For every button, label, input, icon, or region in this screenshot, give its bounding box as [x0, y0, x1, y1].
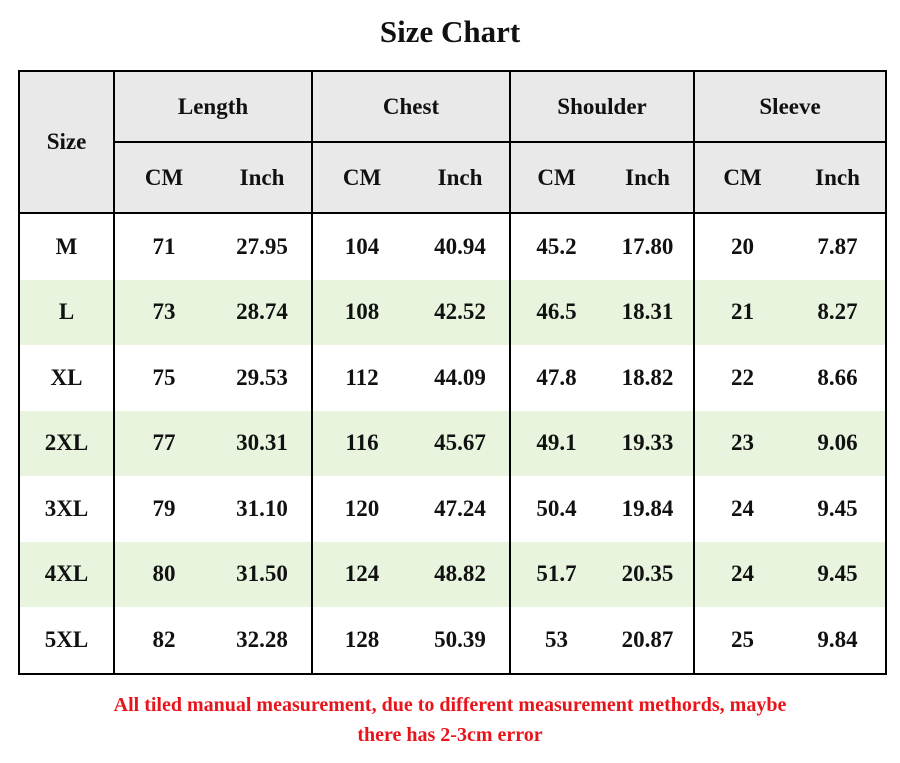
group-header: Sleeve — [693, 71, 887, 143]
value-cell: 20.87 — [621, 626, 674, 652]
value-cell: 24 — [693, 541, 791, 607]
value-cell: 20.35 — [602, 541, 695, 607]
unit-row: CM Inch CM Inch CM Inch CM Inch — [19, 142, 887, 214]
value-cell: 82 — [113, 607, 213, 674]
title: Size Chart — [379, 14, 521, 49]
size-row: M 71 27.95 104 40.94 45.2 17.80 20 7.87 — [19, 213, 886, 280]
value-cell: 75 — [113, 345, 213, 411]
value-cell: 46.5 — [509, 279, 603, 345]
value-cell: 45.67 — [411, 410, 511, 476]
table-header: Size Length Chest Shoulder Sleeve CM Inch CM Inc… — [19, 71, 887, 214]
value-cell: 9.45 — [790, 541, 887, 607]
value-cell: 27.95 — [236, 233, 288, 259]
value-cell: 79 — [113, 476, 213, 542]
value-cell: 53 — [509, 607, 603, 674]
value-cell: 17.80 — [621, 233, 674, 259]
size-table: Size Length Chest Shoulder Sleeve CM Inch CM Inc… — [18, 70, 888, 675]
value-cell: 9.06 — [790, 410, 887, 476]
value-cell: 120 — [311, 476, 412, 542]
size-cell: M — [55, 233, 78, 259]
value-cell: 7.87 — [817, 233, 858, 259]
size-row: L 73 28.74 108 42.52 46.5 18.31 21 8.27 — [19, 279, 887, 345]
unit-header: Inch — [602, 142, 695, 214]
value-cell: 124 — [311, 541, 412, 607]
value-cell: 24 — [693, 476, 791, 542]
value-cell: 19.33 — [602, 410, 695, 476]
value-cell: 112 — [311, 345, 412, 411]
value-cell: 28.74 — [213, 279, 313, 345]
value-cell: 19.84 — [621, 495, 674, 521]
value-cell: 31.50 — [213, 541, 313, 607]
unit-header: Inch — [790, 142, 887, 214]
value-cell: 25 — [693, 607, 791, 674]
value-cell: 23 — [693, 410, 791, 476]
unit-header: Inch — [213, 142, 313, 214]
group-header: Shoulder — [509, 71, 695, 143]
value-cell: 47.24 — [434, 495, 486, 521]
value-cell: 104 — [311, 213, 412, 280]
size-row: 5XL 82 32.28 128 50.39 53 20.87 25 9.84 — [19, 607, 886, 674]
table-body: M 71 27.95 104 40.94 45.2 17.80 20 7.87 L 73 28.74 1… — [19, 213, 887, 674]
value-cell: 32.28 — [236, 626, 288, 652]
value-cell: 21 — [693, 279, 791, 345]
value-cell: 9.45 — [817, 495, 858, 521]
unit-header: CM — [113, 142, 213, 214]
size-row: 3XL 79 31.10 120 47.24 50.4 19.84 24 9.45 — [19, 476, 886, 542]
value-cell: 30.31 — [213, 410, 313, 476]
size-cell: XL — [50, 364, 83, 390]
size-cell: 3XL — [44, 495, 89, 521]
size-cell: 5XL — [44, 626, 89, 652]
value-cell: 18.82 — [621, 364, 674, 390]
size-row: 4XL 80 31.50 124 48.82 51.7 20.35 24 9.45 — [19, 541, 887, 607]
value-cell: 47.8 — [509, 345, 603, 411]
value-cell: 40.94 — [434, 233, 486, 259]
group-header: Length — [112, 71, 313, 143]
value-cell: 45.2 — [509, 213, 603, 280]
value-cell: 77 — [113, 410, 213, 476]
unit-header: CM — [509, 142, 603, 214]
value-cell: 44.09 — [434, 364, 486, 390]
size-cell: 2XL — [19, 410, 114, 476]
note-line: there has 2-3cm error — [357, 724, 543, 746]
value-cell: 50.39 — [434, 626, 486, 652]
value-cell: 29.53 — [236, 364, 288, 390]
size-cell: L — [19, 279, 114, 345]
unit-header: Inch — [411, 142, 511, 214]
size-row: XL 75 29.53 112 44.09 47.8 18.82 22 8.66 — [19, 345, 886, 411]
value-cell: 128 — [311, 607, 412, 674]
value-cell: 18.31 — [602, 279, 695, 345]
value-cell: 80 — [113, 541, 213, 607]
value-cell: 22 — [693, 345, 791, 411]
group-header: Chest — [311, 71, 511, 143]
value-cell: 108 — [311, 279, 412, 345]
value-cell: 51.7 — [509, 541, 603, 607]
value-cell: 116 — [311, 410, 412, 476]
note-line: All tiled manual measurement, due to dif… — [113, 694, 787, 716]
unit-header: CM — [693, 142, 791, 214]
value-cell: 73 — [113, 279, 213, 345]
value-cell: 50.4 — [509, 476, 603, 542]
value-cell: 8.66 — [817, 364, 858, 390]
size-row: 2XL 77 30.31 116 45.67 49.1 19.33 23 9.06 — [19, 410, 887, 476]
unit-header: CM — [311, 142, 412, 214]
value-cell: 31.10 — [236, 495, 288, 521]
value-cell: 48.82 — [411, 541, 511, 607]
value-cell: 8.27 — [790, 279, 887, 345]
value-cell: 42.52 — [411, 279, 511, 345]
value-cell: 9.84 — [817, 626, 858, 652]
size-header: Size — [19, 71, 114, 214]
value-cell: 71 — [113, 213, 213, 280]
header-row: Size Length Chest Shoulder Sleeve — [19, 71, 887, 214]
note: All tiled manual measurement, due to dif… — [0, 690, 900, 750]
value-cell: 49.1 — [509, 410, 603, 476]
size-cell: 4XL — [19, 541, 114, 607]
value-cell: 20 — [693, 213, 791, 280]
